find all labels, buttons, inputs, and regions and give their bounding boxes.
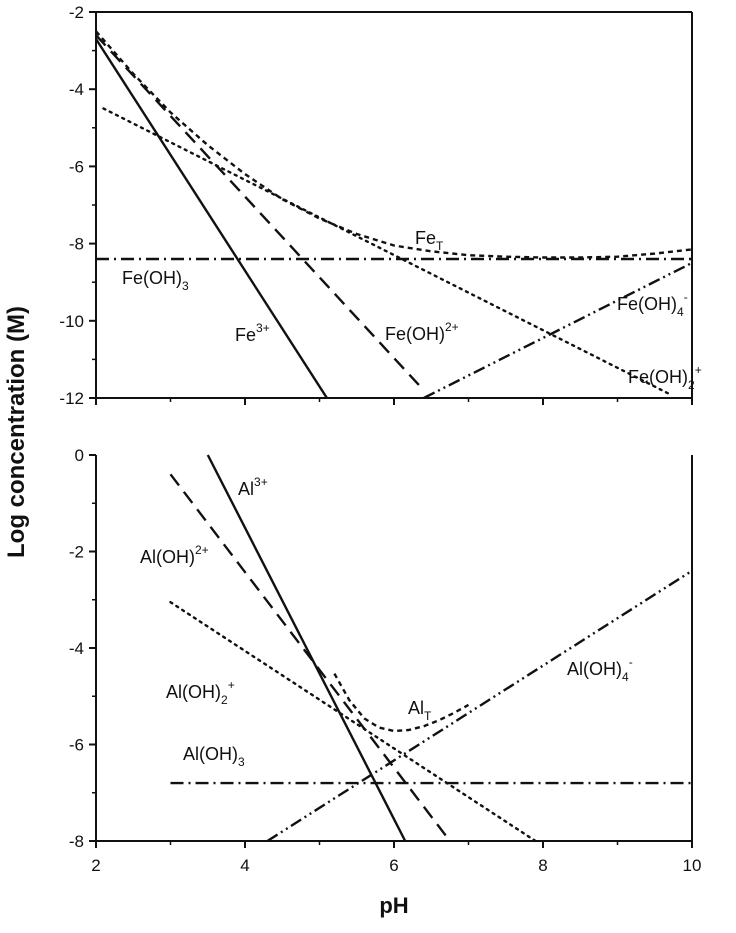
series-label-feoh4: Fe(OH)4- (617, 290, 688, 319)
y-tick-label: -8 (69, 832, 84, 851)
y-axis-title: Log concentration (M) (3, 306, 30, 558)
x-tick-label: 10 (683, 856, 702, 875)
x-tick-label: 8 (538, 856, 547, 875)
series-line-aloh2plus (169, 601, 537, 843)
series-label-sup: 2+ (195, 543, 209, 557)
bottom-panel-aluminum: 0-2-4-6-82 4 6 8 10Al3+Al(OH)2+Al(OH)2+Al(OH… (69, 446, 702, 875)
series-label-fet: FeT (415, 228, 444, 253)
series-label-sub: T (424, 709, 432, 723)
series-label-base: Al (408, 698, 424, 718)
series-label-fe3: Fe3+ (235, 321, 270, 345)
series-label-base: Fe(OH) (122, 268, 182, 288)
series-label-sup: 2+ (445, 320, 459, 334)
series-line-aloh2 (169, 473, 451, 842)
series-line-feoh2 (95, 34, 425, 392)
series-label-aloh3: Al(OH)3 (183, 744, 245, 769)
series-label-base: Al(OH) (140, 547, 195, 567)
series-label-base: Fe(OH) (385, 324, 445, 344)
series-label-base: Fe (415, 228, 436, 248)
x-tick-label: 6 (389, 856, 398, 875)
x-tick-label: 2 (91, 856, 100, 875)
y-tick-label: -2 (69, 543, 84, 562)
series-label-base: Al(OH) (567, 659, 622, 679)
series-line-feoh2plus (102, 107, 671, 396)
series-label-base: Fe (235, 325, 256, 345)
series-label-sup: - (629, 655, 633, 669)
series-label-sub: 2 (688, 378, 695, 392)
series-label-base: Fe(OH) (617, 294, 677, 314)
series-label-aloh4: Al(OH)4- (567, 655, 633, 684)
series-label-base: Al(OH) (183, 744, 238, 764)
series-line-fet (95, 30, 693, 259)
y-tick-label: 0 (75, 446, 84, 465)
x-tick-label: 4 (240, 856, 249, 875)
y-tick-label: -2 (69, 3, 84, 22)
series-label-base: Al (238, 479, 254, 499)
y-tick-label: -8 (69, 235, 84, 254)
series-label-aloh2plus: Al(OH)2+ (166, 678, 235, 707)
series-label-sub: 3 (182, 279, 189, 293)
series-label-sup: 3+ (256, 321, 270, 335)
series-label-sup: 3+ (254, 475, 268, 489)
y-tick-label: -12 (59, 389, 84, 408)
series-label-feoh3: Fe(OH)3 (122, 268, 189, 293)
y-tick-label: -4 (69, 80, 84, 99)
y-tick-label: -6 (69, 736, 84, 755)
y-tick-label: -6 (69, 157, 84, 176)
series-label-sub: 4 (622, 670, 629, 684)
series-line-feoh4 (423, 261, 693, 400)
y-tick-label: -10 (59, 312, 84, 331)
series-line-alt (333, 673, 470, 733)
series-label-feoh2plus: Fe(OH)2+ (628, 363, 702, 392)
series-label-sup: - (684, 290, 688, 304)
series-label-base: Fe(OH) (628, 367, 688, 387)
series-label-base: Al(OH) (166, 682, 221, 702)
x-axis-title: pH (379, 893, 408, 918)
series-label-aloh2: Al(OH)2+ (140, 543, 209, 567)
series-label-sup: + (695, 363, 702, 377)
series-label-sub: 2 (221, 693, 228, 707)
series-label-sub: T (436, 239, 444, 253)
series-label-sup: + (228, 678, 235, 692)
series-label-alt: AlT (408, 698, 432, 723)
series-label-sub: 3 (238, 755, 245, 769)
series-label-sub: 4 (677, 305, 684, 319)
series-line-fe3 (94, 38, 328, 399)
y-tick-label: -4 (69, 639, 84, 658)
series-label-feoh2: Fe(OH)2+ (385, 320, 459, 344)
series-label-al3: Al3+ (238, 475, 268, 499)
series-line-al3 (206, 454, 407, 842)
